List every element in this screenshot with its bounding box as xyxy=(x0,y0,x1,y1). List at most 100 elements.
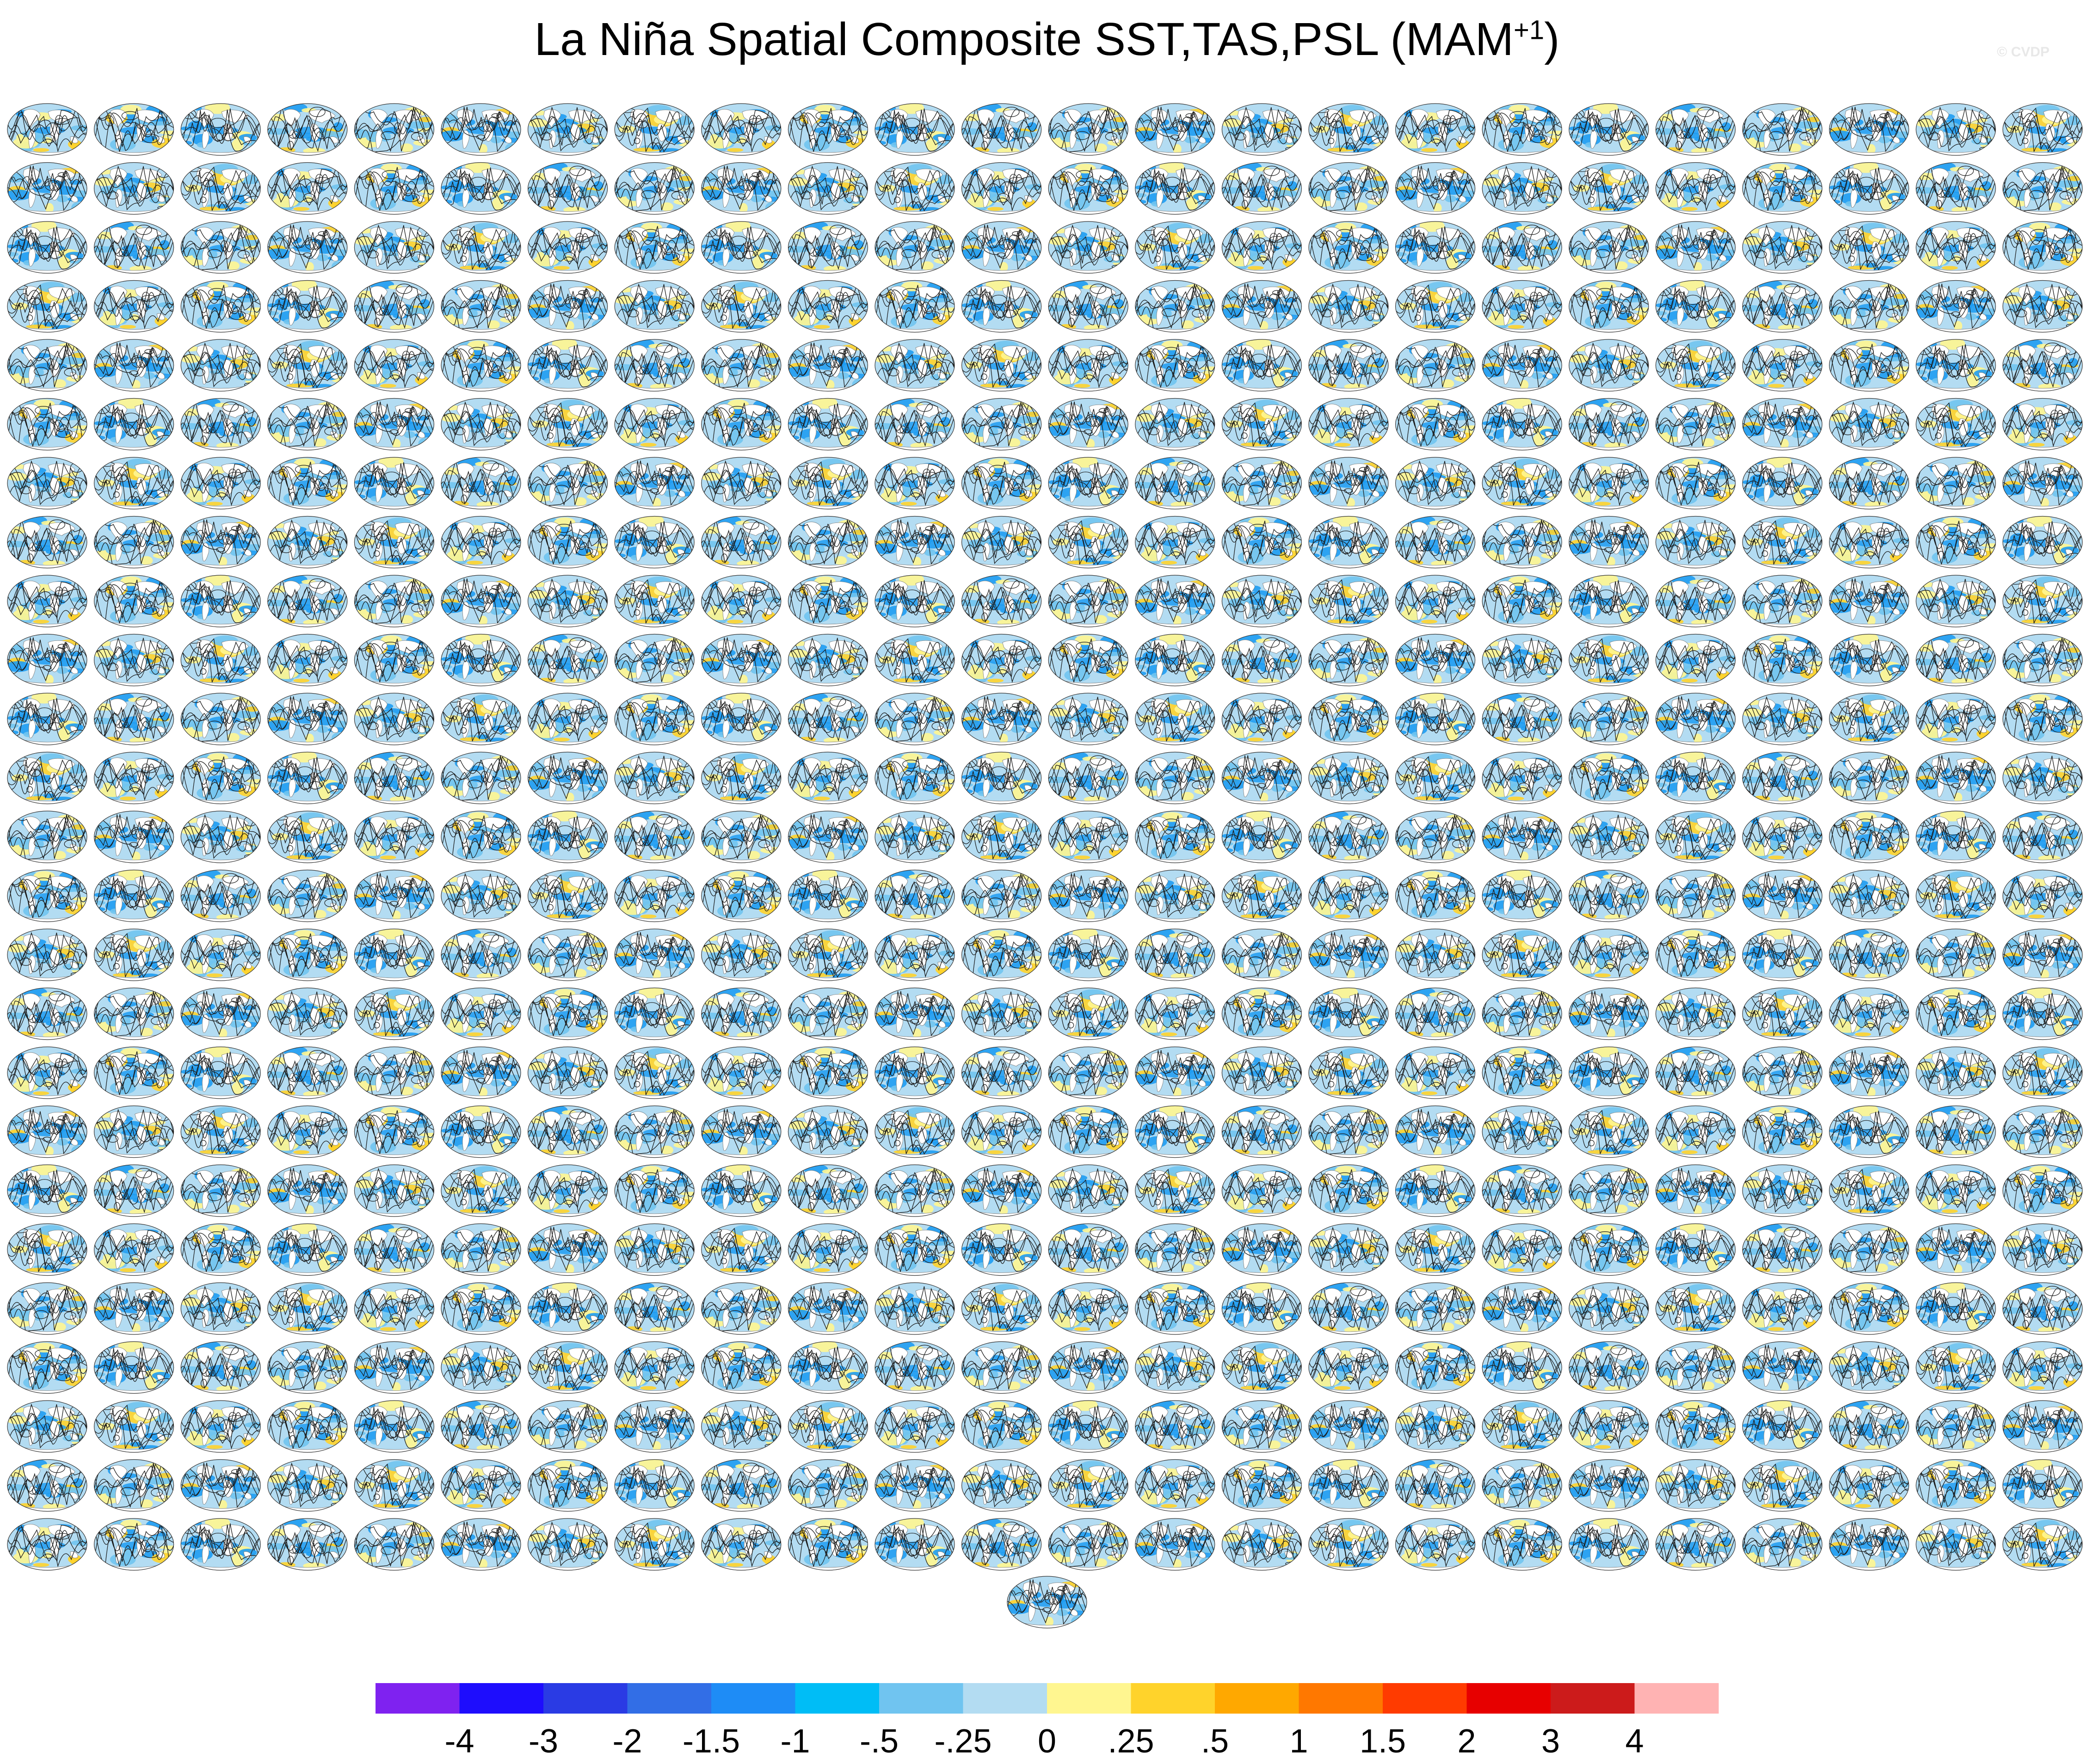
map-panel xyxy=(1214,1401,1316,1454)
map-panel xyxy=(178,1517,270,1572)
map-panel xyxy=(94,1047,184,1100)
map-panel xyxy=(611,1282,703,1336)
map-panel xyxy=(439,1047,528,1100)
map-panel xyxy=(1656,163,1745,216)
map-panel xyxy=(1222,399,1316,452)
map-panel xyxy=(1829,1460,1919,1513)
map-panel xyxy=(788,457,882,511)
map-panel xyxy=(1135,811,1225,865)
map-panel xyxy=(1825,870,1923,924)
map-panel xyxy=(611,339,703,393)
map-panel xyxy=(528,221,618,275)
map-panel xyxy=(1135,1283,1225,1336)
map-panel xyxy=(1825,399,1923,452)
map-panel xyxy=(1916,516,2006,570)
map-panel xyxy=(1651,516,1750,570)
colorbar-box xyxy=(879,1683,963,1714)
map-panel xyxy=(1305,752,1403,806)
map-panel xyxy=(1909,929,2010,983)
map-panel xyxy=(607,1106,709,1160)
map-panel xyxy=(872,398,963,452)
map-panel xyxy=(354,1283,444,1336)
map-panel xyxy=(1046,1342,1135,1395)
map-panel xyxy=(1482,752,1572,806)
map-panel xyxy=(1822,752,1923,806)
map-panel xyxy=(439,104,528,157)
map-panel xyxy=(7,1224,102,1278)
map-panel xyxy=(1045,751,1137,805)
map-panel xyxy=(92,339,181,393)
map-panel xyxy=(1909,1401,2010,1454)
title-superscript: +1 xyxy=(1514,15,1545,45)
map-panel xyxy=(1479,1164,1570,1218)
map-panel xyxy=(264,1046,356,1100)
map-panel xyxy=(1391,1401,1490,1454)
colorbar-box xyxy=(1383,1683,1467,1714)
map-panel xyxy=(94,929,189,983)
colorbar-label: 4 xyxy=(1625,1723,1644,1760)
map-panel xyxy=(524,1047,622,1100)
map-panel xyxy=(438,1104,530,1160)
map-panel xyxy=(4,691,97,747)
map-panel xyxy=(954,870,1056,924)
map-panel xyxy=(958,103,1050,157)
colorbar-box xyxy=(711,1683,795,1714)
map-panel xyxy=(1652,750,1745,806)
map-panel xyxy=(438,1400,530,1454)
map-panel xyxy=(1306,811,1397,865)
map-panel xyxy=(1309,1047,1403,1100)
title-close: ) xyxy=(1544,13,1560,65)
map-panel xyxy=(1656,929,1745,983)
map-panel xyxy=(264,103,356,157)
map-panel xyxy=(524,338,617,393)
map-panel xyxy=(1829,339,1919,393)
map-panel xyxy=(698,987,789,1041)
map-panel xyxy=(1735,1047,1836,1100)
map-panel xyxy=(784,634,882,688)
map-panel xyxy=(528,399,622,452)
map-panel xyxy=(1995,163,2094,216)
map-panel xyxy=(1306,457,1396,511)
map-panel xyxy=(7,575,97,629)
map-panel xyxy=(352,399,441,452)
map-panel xyxy=(1219,633,1310,688)
colorbar-label: 0 xyxy=(1038,1723,1056,1760)
map-panel xyxy=(2003,399,2093,452)
map-panel xyxy=(1222,1460,1312,1513)
map-panel xyxy=(1826,633,1918,688)
map-panel xyxy=(1656,811,1750,865)
map-panel xyxy=(1569,929,1659,983)
map-panel xyxy=(959,693,1048,747)
map-panel xyxy=(1048,516,1143,570)
map-panel xyxy=(1569,1106,1663,1160)
map-panel xyxy=(1565,398,1657,452)
map-panel xyxy=(181,1401,271,1454)
map-panel xyxy=(957,516,1056,570)
map-panel xyxy=(1479,221,1570,275)
colorbar-box xyxy=(543,1683,628,1714)
map-panel xyxy=(698,516,789,570)
map-panel xyxy=(1735,575,1836,629)
map-panel xyxy=(173,693,275,747)
map-panel xyxy=(1301,163,1403,216)
map-panel xyxy=(1653,221,1743,275)
map-panel xyxy=(528,1342,622,1395)
map-panel xyxy=(173,1165,275,1218)
map-panel xyxy=(1999,1282,2091,1336)
map-panel xyxy=(1131,399,1230,452)
map-panel xyxy=(4,1163,97,1218)
map-panel xyxy=(615,575,709,629)
map-panel xyxy=(1222,1342,1316,1395)
map-panel xyxy=(524,633,616,688)
map-panel xyxy=(525,281,615,334)
map-panel xyxy=(1479,397,1571,452)
map-panel xyxy=(86,1460,188,1513)
map-panel xyxy=(785,1340,877,1395)
map-panel xyxy=(354,516,449,570)
map-panel xyxy=(1045,455,1138,511)
map-panel xyxy=(607,634,709,688)
map-panel xyxy=(264,988,362,1042)
colorbar-label: -.25 xyxy=(934,1723,992,1760)
map-panel xyxy=(702,575,791,629)
